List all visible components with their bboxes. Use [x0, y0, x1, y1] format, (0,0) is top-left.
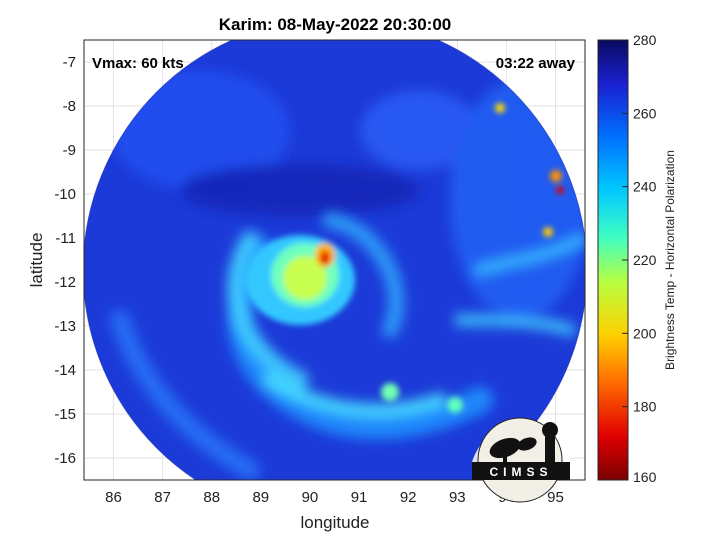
colorbar-tick-label: 240 — [633, 179, 657, 195]
x-tick-label: 93 — [449, 489, 466, 506]
x-tick-label: 91 — [351, 489, 368, 506]
colorbar-tick-label: 200 — [633, 325, 657, 341]
colorbar-tick-label: 260 — [633, 105, 657, 121]
y-tick-label: -10 — [54, 186, 76, 203]
x-axis-ticks: 86878889909192939495 — [105, 489, 564, 506]
x-tick-label: 95 — [547, 489, 564, 506]
y-tick-label: -14 — [54, 362, 76, 379]
vmax-annotation: Vmax: 60 kts — [92, 55, 184, 72]
colorbar-tick-label: 220 — [633, 252, 657, 268]
y-tick-label: -13 — [54, 318, 76, 335]
colorbar-tick-label: 180 — [633, 399, 657, 415]
logo-text: CIMSS — [489, 465, 552, 479]
colorbar-label: Brightness Temp - Horizontal Polarizatio… — [663, 150, 677, 370]
y-tick-label: -8 — [63, 98, 76, 115]
x-tick-label: 88 — [203, 489, 220, 506]
x-tick-label: 87 — [154, 489, 171, 506]
brightness-temperature-swath — [84, 40, 585, 480]
axes-frame — [83, 39, 586, 481]
time-away-annotation: 03:22 away — [496, 55, 576, 72]
y-tick-label: -16 — [54, 450, 76, 467]
y-axis-ticks: -7 -8 -9 -10 -11 -12 -13 -14 -15 -16 — [54, 54, 76, 467]
chart-title: Karim: 08-May-2022 20:30:00 — [219, 15, 451, 34]
y-tick-label: -7 — [63, 54, 76, 71]
x-tick-label: 90 — [302, 489, 319, 506]
colorbar-tick-label: 160 — [633, 469, 657, 485]
y-axis-label: latitude — [27, 233, 46, 288]
colorbar-ticks: 280 260 240 220 200 180 160 — [622, 32, 657, 485]
y-tick-label: -9 — [63, 142, 76, 159]
x-tick-label: 92 — [400, 489, 417, 506]
cimss-logo: CIMSS — [472, 417, 570, 503]
x-axis-label: longitude — [300, 513, 369, 532]
y-tick-label: -11 — [55, 230, 76, 247]
x-tick-label: 86 — [105, 489, 122, 506]
colorbar-tick-label: 280 — [633, 32, 657, 48]
y-tick-label: -12 — [54, 274, 76, 291]
x-tick-label: 89 — [252, 489, 269, 506]
y-tick-label: -15 — [54, 406, 76, 423]
